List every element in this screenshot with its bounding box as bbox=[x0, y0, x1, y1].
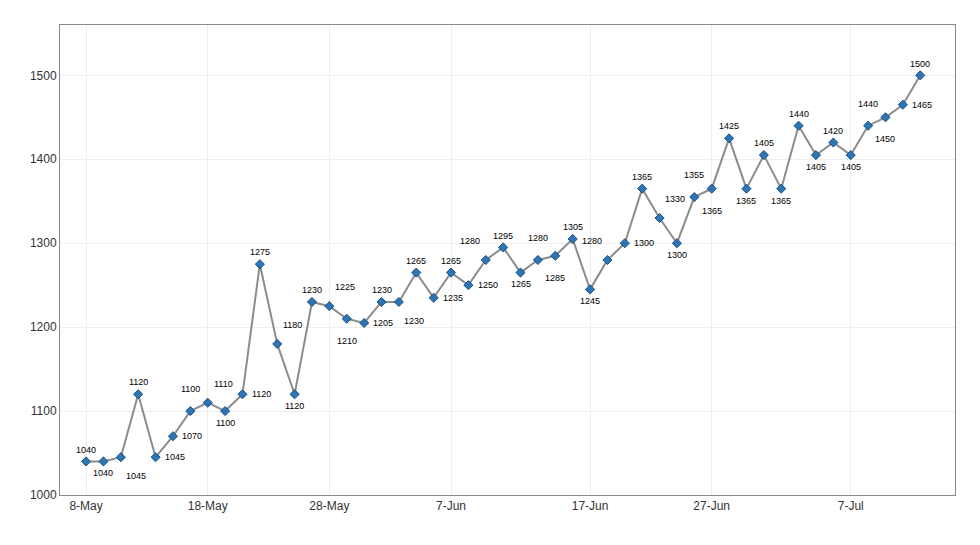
svg-text:1180: 1180 bbox=[283, 320, 302, 330]
svg-text:1100: 1100 bbox=[216, 418, 235, 428]
svg-text:1230: 1230 bbox=[302, 285, 322, 295]
svg-text:1420: 1420 bbox=[823, 126, 843, 136]
svg-text:1450: 1450 bbox=[875, 134, 895, 144]
svg-text:8-May: 8-May bbox=[69, 499, 102, 513]
svg-text:1120: 1120 bbox=[129, 377, 148, 387]
svg-text:1365: 1365 bbox=[771, 196, 791, 206]
svg-text:1285: 1285 bbox=[545, 273, 565, 283]
svg-text:1300: 1300 bbox=[667, 250, 687, 260]
svg-text:1100: 1100 bbox=[31, 404, 57, 418]
svg-text:1250: 1250 bbox=[478, 280, 498, 290]
svg-text:18-May: 18-May bbox=[188, 499, 228, 513]
svg-text:1355: 1355 bbox=[684, 170, 704, 180]
svg-text:1365: 1365 bbox=[702, 206, 722, 216]
svg-text:27-Jun: 27-Jun bbox=[693, 499, 730, 513]
svg-text:1230: 1230 bbox=[404, 316, 424, 326]
svg-text:1045: 1045 bbox=[165, 452, 185, 462]
svg-text:1295: 1295 bbox=[493, 231, 513, 241]
svg-text:1040: 1040 bbox=[93, 468, 113, 478]
svg-text:1235: 1235 bbox=[443, 293, 463, 303]
svg-text:1500: 1500 bbox=[30, 69, 57, 83]
svg-text:1330: 1330 bbox=[665, 194, 685, 204]
svg-text:1100: 1100 bbox=[181, 384, 200, 394]
svg-text:1405: 1405 bbox=[754, 138, 774, 148]
svg-text:1500: 1500 bbox=[910, 59, 930, 69]
svg-text:1365: 1365 bbox=[736, 196, 756, 206]
svg-text:1440: 1440 bbox=[789, 109, 809, 119]
svg-text:1225: 1225 bbox=[335, 282, 355, 292]
svg-text:1400: 1400 bbox=[30, 152, 57, 166]
svg-text:1300: 1300 bbox=[634, 238, 654, 248]
svg-text:1265: 1265 bbox=[441, 256, 461, 266]
svg-text:1040: 1040 bbox=[76, 445, 96, 455]
svg-text:1280: 1280 bbox=[460, 236, 480, 246]
svg-text:1265: 1265 bbox=[511, 279, 531, 289]
svg-text:1070: 1070 bbox=[182, 431, 202, 441]
svg-text:1205: 1205 bbox=[373, 318, 393, 328]
svg-text:1120: 1120 bbox=[285, 401, 304, 411]
svg-text:1045: 1045 bbox=[126, 471, 146, 481]
svg-text:28-May: 28-May bbox=[309, 499, 349, 513]
svg-text:1200: 1200 bbox=[30, 320, 57, 334]
svg-text:1230: 1230 bbox=[372, 285, 392, 295]
svg-text:1365: 1365 bbox=[632, 172, 652, 182]
svg-text:1120: 1120 bbox=[252, 389, 271, 399]
svg-text:1245: 1245 bbox=[580, 296, 600, 306]
svg-text:17-Jun: 17-Jun bbox=[572, 499, 609, 513]
svg-text:7-Jul: 7-Jul bbox=[838, 499, 864, 513]
svg-text:1405: 1405 bbox=[806, 162, 826, 172]
svg-text:1265: 1265 bbox=[406, 256, 426, 266]
svg-text:1280: 1280 bbox=[582, 236, 602, 246]
svg-text:1300: 1300 bbox=[30, 236, 57, 250]
svg-text:1425: 1425 bbox=[719, 121, 739, 131]
svg-text:1280: 1280 bbox=[528, 233, 548, 243]
svg-text:1305: 1305 bbox=[563, 222, 583, 232]
svg-text:7-Jun: 7-Jun bbox=[436, 499, 466, 513]
svg-text:1110: 1110 bbox=[214, 379, 233, 389]
svg-text:1000: 1000 bbox=[30, 488, 57, 502]
svg-text:1440: 1440 bbox=[858, 99, 878, 109]
svg-text:1465: 1465 bbox=[912, 100, 932, 110]
svg-text:1210: 1210 bbox=[337, 336, 357, 346]
svg-text:1275: 1275 bbox=[250, 247, 270, 257]
svg-text:1405: 1405 bbox=[841, 162, 861, 172]
